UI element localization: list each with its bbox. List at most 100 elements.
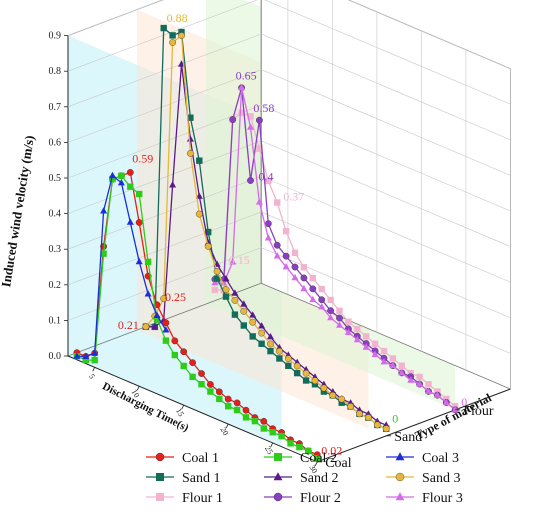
data-point — [222, 293, 230, 300]
data-point — [327, 307, 334, 315]
data-point — [211, 286, 219, 294]
data-annotation: 0.58 — [253, 101, 274, 115]
data-point — [222, 286, 230, 293]
data-point — [311, 381, 319, 388]
y-tick-label: 0.6 — [49, 137, 62, 148]
legend-marker — [155, 452, 165, 462]
data-point — [311, 377, 319, 385]
data-point — [282, 263, 290, 270]
series-line — [214, 111, 456, 407]
y-tick-label: 0.7 — [49, 102, 62, 113]
data-point — [380, 358, 388, 365]
data-point — [327, 313, 335, 321]
data-point — [407, 369, 414, 377]
data-point — [91, 357, 98, 364]
data-point — [189, 373, 196, 381]
data-point — [336, 321, 343, 328]
data-point — [293, 362, 301, 370]
data-point — [338, 395, 346, 403]
legend-marker — [273, 492, 283, 502]
grid-line-y — [67, 0, 511, 69]
x-tick-label: 20 — [218, 426, 230, 437]
data-point — [169, 181, 177, 188]
data-point — [353, 335, 361, 343]
data-point — [267, 333, 274, 340]
legend-label: Flour 1 — [182, 491, 223, 506]
data-point — [160, 24, 167, 32]
y-tick-label: 0.0 — [49, 351, 62, 362]
data-point — [255, 116, 263, 124]
y-tick-label: 0.5 — [49, 173, 62, 184]
data-point — [258, 329, 265, 337]
data-point — [442, 398, 450, 406]
data-point — [285, 362, 292, 369]
data-point — [264, 234, 272, 241]
data-point — [338, 399, 345, 406]
data-point — [178, 28, 185, 36]
data-point — [207, 388, 214, 395]
data-point — [118, 172, 125, 179]
data-point — [302, 369, 310, 377]
series-layer — [73, 24, 459, 462]
data-annotation: 0.02 — [321, 444, 342, 458]
data-point — [247, 177, 254, 184]
data-point — [91, 349, 99, 356]
data-point — [249, 333, 256, 340]
data-point — [135, 257, 143, 265]
data-point — [300, 284, 308, 292]
series-line — [145, 34, 387, 430]
data-point — [291, 273, 299, 281]
data-annotation: 0.65 — [236, 69, 257, 83]
z-axis-line — [317, 388, 511, 463]
x-tick-label: 5 — [87, 372, 97, 380]
data-point — [196, 157, 203, 164]
data-point — [371, 350, 379, 357]
data-point — [320, 384, 328, 392]
data-point — [398, 369, 406, 376]
grid-line-y — [67, 104, 511, 212]
data-point — [251, 417, 259, 425]
data-annotation: 0.15 — [229, 253, 250, 267]
data-point — [318, 285, 325, 293]
legend-label: Flour 3 — [422, 491, 463, 506]
x-tick-mark — [92, 367, 96, 372]
data-point — [318, 296, 326, 304]
data-point — [169, 39, 177, 46]
data-point — [127, 183, 134, 190]
data-point — [198, 381, 205, 388]
y-tick-label: 0.4 — [49, 209, 62, 220]
legend-item: Coal 3 — [386, 451, 459, 466]
data-point — [273, 252, 281, 259]
data-point — [255, 198, 263, 205]
data-point — [195, 210, 203, 218]
data-point — [329, 391, 337, 399]
data-point — [151, 323, 159, 330]
data-point — [224, 395, 232, 403]
legend-marker — [156, 473, 164, 481]
data-point — [222, 275, 230, 282]
data-annotation: 0.21 — [118, 318, 139, 332]
x-axis-line — [67, 355, 318, 463]
data-point — [233, 406, 241, 414]
x-tick-label: 30 — [307, 463, 319, 474]
data-point — [180, 362, 187, 370]
data-point — [142, 323, 150, 331]
data-point — [109, 175, 116, 183]
data-point — [100, 250, 107, 257]
data-point — [162, 319, 170, 327]
legend-label: Coal 3 — [422, 451, 459, 466]
data-point — [327, 296, 334, 304]
data-point — [264, 220, 272, 228]
data-point — [231, 311, 239, 318]
data-point — [425, 381, 432, 388]
data-point — [247, 113, 254, 120]
data-point — [213, 268, 221, 275]
data-point — [451, 406, 459, 413]
data-point — [162, 326, 170, 333]
x-tick-label: 10 — [129, 388, 141, 399]
data-point — [267, 347, 274, 355]
data-point — [242, 414, 250, 421]
grid-line-y — [67, 247, 511, 354]
data-point — [265, 177, 272, 185]
data-annotation: 0 — [461, 395, 467, 409]
